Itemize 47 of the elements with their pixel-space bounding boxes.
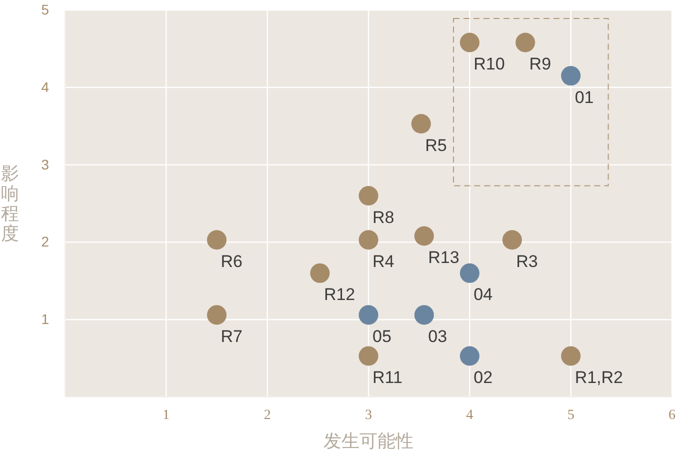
annotation: R11: [372, 368, 402, 387]
point: [358, 346, 378, 366]
x-tick-label: 2: [264, 408, 271, 423]
annotation: R9: [529, 54, 552, 74]
point: [414, 305, 434, 325]
annotation: 04: [474, 285, 493, 304]
annotation: R12: [324, 285, 356, 304]
annotation: R8: [372, 208, 394, 227]
y-tick-label: 2: [41, 234, 50, 250]
annotation: R13: [428, 248, 460, 268]
point: [358, 230, 378, 250]
annotation: R4: [372, 252, 394, 271]
annotation: R1,R2: [574, 368, 624, 387]
y-tick-label: 1: [41, 311, 50, 328]
x-tick-label: 3: [365, 408, 372, 423]
point: [460, 32, 480, 52]
annotation: R6: [220, 252, 242, 271]
annotation: 03: [428, 326, 448, 346]
annotation: R5: [425, 136, 447, 155]
point: [516, 32, 536, 52]
point: [561, 346, 581, 366]
point: [502, 230, 522, 250]
point: [206, 305, 227, 325]
point: [411, 114, 431, 134]
point: [358, 186, 378, 206]
x-tick-label: 5: [567, 408, 574, 423]
annotation: 01: [574, 88, 594, 107]
annotation: R7: [220, 326, 242, 346]
y-tick-label: 4: [41, 78, 50, 95]
annotation: R10: [474, 54, 505, 74]
point: [460, 263, 480, 283]
point: [561, 66, 581, 86]
x-axis-title: 发生可能性: [324, 431, 414, 451]
annotation: 02: [474, 368, 493, 387]
x-tick-label: 4: [466, 408, 474, 423]
annotation: 05: [372, 326, 392, 346]
point: [310, 263, 330, 283]
x-tick-label: 1: [162, 408, 170, 423]
y-tick-label: 5: [41, 1, 50, 18]
annotation: R3: [516, 252, 538, 271]
point: [206, 230, 227, 250]
y-axis-title: 影响程度: [1, 164, 19, 244]
x-tick-label: 6: [668, 408, 676, 423]
point: [460, 346, 480, 366]
point: [358, 305, 378, 325]
y-tick-label: 3: [41, 156, 50, 172]
point: [414, 226, 434, 246]
